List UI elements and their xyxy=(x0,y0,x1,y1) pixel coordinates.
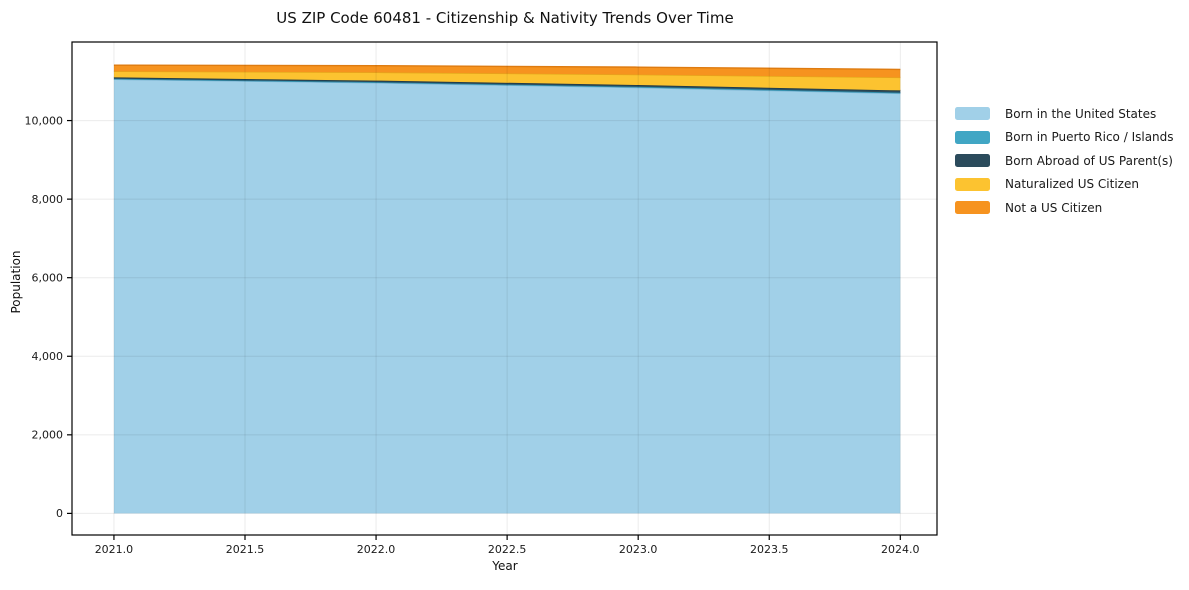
legend-item: Born in Puerto Rico / Islands xyxy=(955,126,1174,150)
x-tick-label: 2023.0 xyxy=(619,543,658,556)
legend-label: Not a US Citizen xyxy=(1005,200,1103,215)
legend-item: Born Abroad of US Parent(s) xyxy=(955,149,1174,173)
chart-title: US ZIP Code 60481 - Citizenship & Nativi… xyxy=(276,9,734,27)
x-tick-label: 2023.5 xyxy=(750,543,789,556)
x-tick-label: 2022.0 xyxy=(357,543,396,556)
legend-swatch-icon xyxy=(955,201,990,215)
y-tick-label: 4,000 xyxy=(32,350,64,363)
legend-swatch-icon xyxy=(955,107,990,121)
legend-item: Not a US Citizen xyxy=(955,196,1174,220)
legend-item: Born in the United States xyxy=(955,102,1174,126)
x-tick-label: 2021.0 xyxy=(95,543,134,556)
x-tick-label: 2024.0 xyxy=(881,543,920,556)
legend-swatch-icon xyxy=(955,154,990,168)
x-axis-label: Year xyxy=(492,559,518,573)
legend: Born in the United States Born in Puerto … xyxy=(955,102,1174,220)
legend-item: Naturalized US Citizen xyxy=(955,173,1174,197)
legend-label: Born in the United States xyxy=(1005,106,1157,121)
plot-frame xyxy=(71,41,938,536)
legend-swatch-icon xyxy=(955,177,990,191)
legend-label: Born Abroad of US Parent(s) xyxy=(1005,153,1173,168)
y-tick-label: 10,000 xyxy=(25,114,64,127)
area-born-in-the-united-states xyxy=(113,79,901,514)
y-tick-label: 6,000 xyxy=(32,271,64,284)
y-tick-label: 0 xyxy=(56,507,63,520)
area-born-abroad-of-us-parent-s- xyxy=(113,77,901,93)
legend-label: Naturalized US Citizen xyxy=(1005,177,1139,192)
legend-swatch-icon xyxy=(955,130,990,144)
y-tick-label: 2,000 xyxy=(32,429,64,442)
y-tick-label: 8,000 xyxy=(32,193,64,206)
legend-label: Born in Puerto Rico / Islands xyxy=(1005,130,1174,145)
x-tick-label: 2022.5 xyxy=(488,543,527,556)
y-axis-label: Population xyxy=(9,250,23,314)
area-naturalized-us-citizen xyxy=(113,71,901,91)
x-tick-label: 2021.5 xyxy=(226,543,265,556)
area-edge xyxy=(113,64,901,71)
